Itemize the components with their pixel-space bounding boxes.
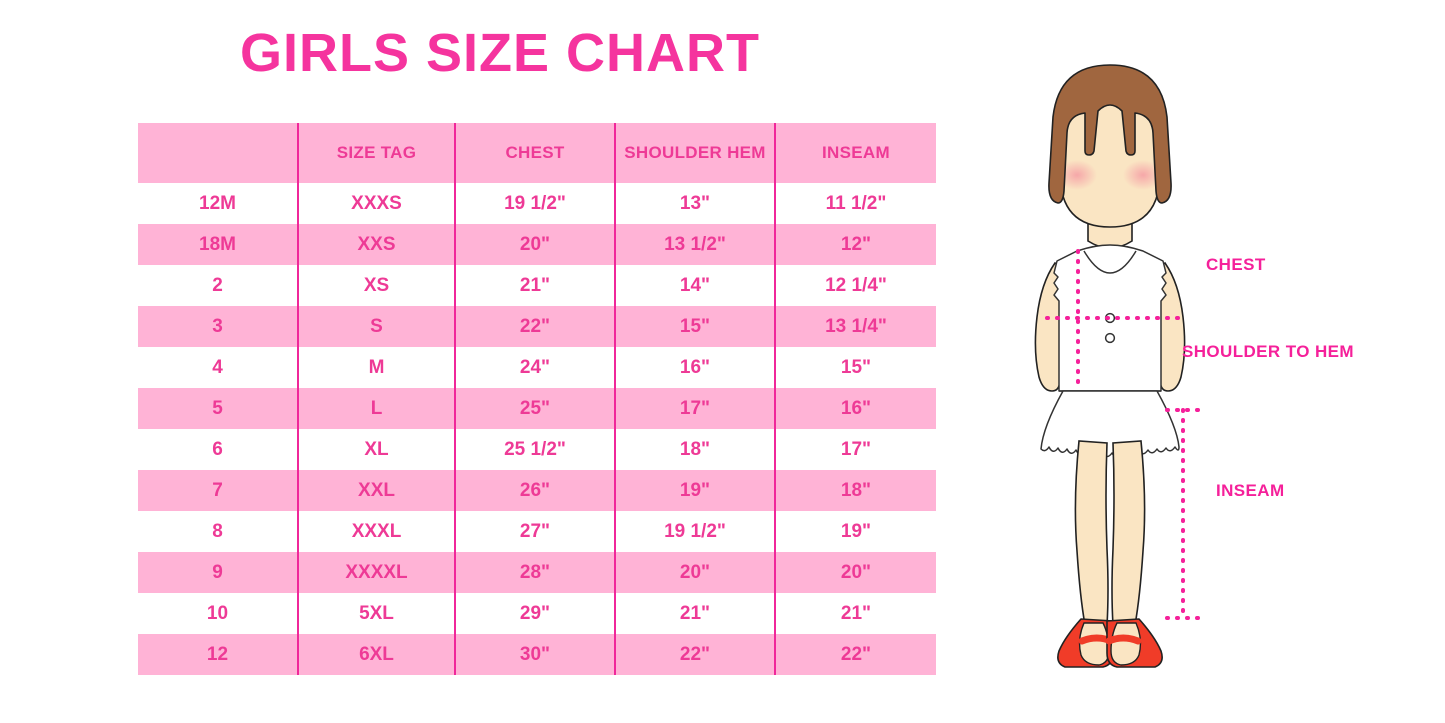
cell-size: 7: [138, 470, 298, 511]
skirt-garment: [1040, 390, 1180, 458]
cell-size: 3: [138, 306, 298, 347]
cell-shoulder-hem: 18": [614, 429, 775, 470]
table-row: 2 XS 21" 14" 12 1/4": [138, 265, 936, 306]
chest-measurement-label: CHEST: [1206, 255, 1266, 274]
page-title: GIRLS SIZE CHART: [239, 23, 760, 83]
cell-size-tag: 6XL: [297, 634, 455, 675]
cell-size-tag: XL: [297, 429, 455, 470]
cell-inseam: 20": [774, 552, 936, 593]
cell-size-tag: L: [297, 388, 455, 429]
cell-size-tag: S: [297, 306, 455, 347]
cell-size: 18M: [138, 224, 298, 265]
table-row: 18M XXS 20" 13 1/2" 12": [138, 224, 936, 265]
table-row: 12 6XL 30" 22" 22": [138, 634, 936, 675]
cell-inseam: 22": [774, 634, 936, 675]
column-header-chest: CHEST: [454, 123, 615, 183]
cell-shoulder-hem: 13": [614, 183, 775, 224]
table-row: 10 5XL 29" 21" 21": [138, 593, 936, 634]
cell-shoulder-hem: 19": [614, 470, 775, 511]
table-row: 4 M 24" 16" 15": [138, 347, 936, 388]
cell-chest: 20": [454, 224, 615, 265]
cell-inseam: 15": [774, 347, 936, 388]
cell-inseam: 13 1/4": [774, 306, 936, 347]
cell-shoulder-hem: 22": [614, 634, 775, 675]
legs: [1074, 440, 1146, 626]
cell-chest: 24": [454, 347, 615, 388]
table-body: 12M XXXS 19 1/2" 13" 11 1/2" 18M XXS 20"…: [138, 183, 936, 675]
cell-inseam: 17": [774, 429, 936, 470]
cell-size-tag: XXS: [297, 224, 455, 265]
table-row: 9 XXXXL 28" 20" 20": [138, 552, 936, 593]
cell-chest: 29": [454, 593, 615, 634]
column-header-inseam: INSEAM: [774, 123, 936, 183]
shoulder-to-hem-measurement-label: SHOULDER TO HEM: [1182, 342, 1354, 361]
cell-size: 2: [138, 265, 298, 306]
cell-chest: 25 1/2": [454, 429, 615, 470]
column-header-size: [138, 123, 298, 183]
cell-chest: 21": [454, 265, 615, 306]
cell-shoulder-hem: 15": [614, 306, 775, 347]
size-chart-table: SIZE TAG CHEST SHOULDER HEM INSEAM 12M X…: [138, 123, 936, 675]
cell-chest: 28": [454, 552, 615, 593]
cell-chest: 22": [454, 306, 615, 347]
cell-inseam: 12": [774, 224, 936, 265]
cell-inseam: 11 1/2": [774, 183, 936, 224]
table-row: 5 L 25" 17" 16": [138, 388, 936, 429]
cell-shoulder-hem: 20": [614, 552, 775, 593]
cell-shoulder-hem: 13 1/2": [614, 224, 775, 265]
cell-size: 12: [138, 634, 298, 675]
shoes: [1057, 618, 1163, 668]
cell-shoulder-hem: 21": [614, 593, 775, 634]
cell-size: 10: [138, 593, 298, 634]
blush-right-cheek: [1123, 160, 1163, 190]
cell-inseam: 12 1/4": [774, 265, 936, 306]
cell-chest: 27": [454, 511, 615, 552]
column-header-size-tag: SIZE TAG: [297, 123, 455, 183]
cell-inseam: 21": [774, 593, 936, 634]
table-row: 8 XXXL 27" 19 1/2" 19": [138, 511, 936, 552]
cell-size: 5: [138, 388, 298, 429]
table-row: 3 S 22" 15" 13 1/4": [138, 306, 936, 347]
header-row: SIZE TAG CHEST SHOULDER HEM INSEAM: [138, 123, 936, 183]
cell-shoulder-hem: 17": [614, 388, 775, 429]
table-header: SIZE TAG CHEST SHOULDER HEM INSEAM: [138, 123, 936, 183]
cell-inseam: 19": [774, 511, 936, 552]
cell-chest: 26": [454, 470, 615, 511]
column-header-shoulder-hem: SHOULDER HEM: [614, 123, 775, 183]
cell-size: 9: [138, 552, 298, 593]
size-chart-table-wrapper: SIZE TAG CHEST SHOULDER HEM INSEAM 12M X…: [138, 123, 936, 675]
cell-size: 4: [138, 347, 298, 388]
cell-chest: 30": [454, 634, 615, 675]
hair: [1048, 64, 1172, 204]
girl-illustration: [985, 55, 1235, 675]
cell-shoulder-hem: 19 1/2": [614, 511, 775, 552]
cell-inseam: 18": [774, 470, 936, 511]
cell-chest: 19 1/2": [454, 183, 615, 224]
cell-size-tag: XXXXL: [297, 552, 455, 593]
cell-size: 12M: [138, 183, 298, 224]
cell-size-tag: XXXS: [297, 183, 455, 224]
measurement-guides: [1045, 249, 1201, 620]
inseam-measurement-label: INSEAM: [1216, 481, 1285, 500]
table-row: 12M XXXS 19 1/2" 13" 11 1/2": [138, 183, 936, 224]
table-row: 7 XXL 26" 19" 18": [138, 470, 936, 511]
cell-shoulder-hem: 14": [614, 265, 775, 306]
blush-left-cheek: [1057, 160, 1097, 190]
cell-shoulder-hem: 16": [614, 347, 775, 388]
cell-size-tag: 5XL: [297, 593, 455, 634]
cell-size: 8: [138, 511, 298, 552]
table-row: 6 XL 25 1/2" 18" 17": [138, 429, 936, 470]
cell-size-tag: XS: [297, 265, 455, 306]
cell-inseam: 16": [774, 388, 936, 429]
cell-size-tag: XXXL: [297, 511, 455, 552]
button-lower: [1104, 332, 1116, 344]
cell-size-tag: XXL: [297, 470, 455, 511]
cell-chest: 25": [454, 388, 615, 429]
cell-size-tag: M: [297, 347, 455, 388]
cell-size: 6: [138, 429, 298, 470]
